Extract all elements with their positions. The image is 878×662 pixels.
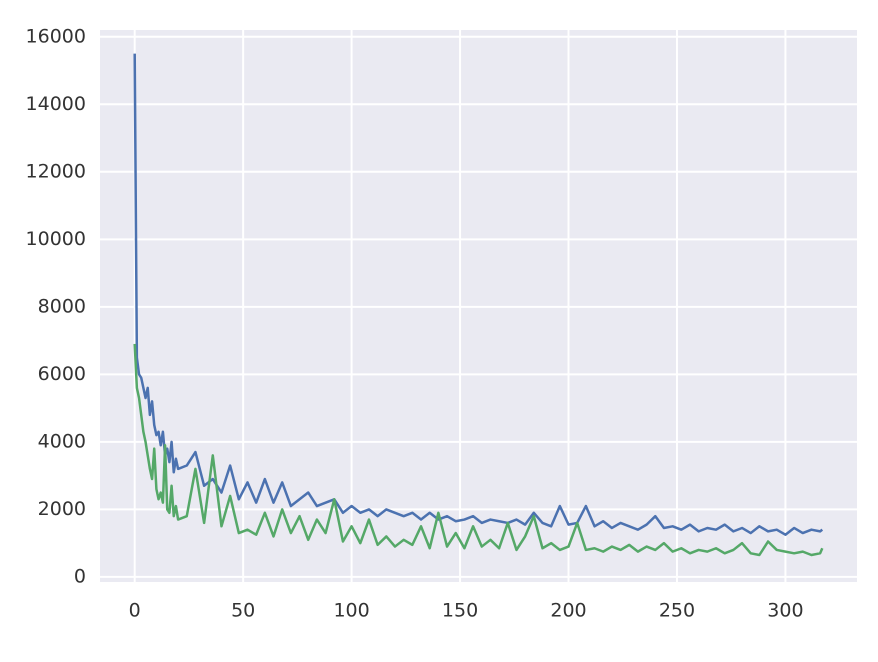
y-tick-label: 4000 xyxy=(38,430,86,452)
y-tick-label: 14000 xyxy=(26,93,86,115)
y-tick-label: 12000 xyxy=(26,160,86,182)
x-tick-label: 0 xyxy=(129,600,141,622)
x-tick-label: 100 xyxy=(333,600,369,622)
y-tick-label: 0 xyxy=(74,565,86,587)
x-tick-label: 300 xyxy=(767,600,803,622)
y-tick-label: 16000 xyxy=(26,25,86,47)
x-tick-label: 200 xyxy=(550,600,586,622)
x-tick-label: 250 xyxy=(659,600,695,622)
y-tick-label: 2000 xyxy=(38,498,86,520)
series-line xyxy=(133,53,824,536)
x-tick-label: 50 xyxy=(231,600,255,622)
series-line xyxy=(133,343,824,557)
x-tick-label: 150 xyxy=(442,600,478,622)
y-tick-label: 10000 xyxy=(26,228,86,250)
y-tick-label: 8000 xyxy=(38,295,86,317)
y-tick-label: 6000 xyxy=(38,363,86,385)
